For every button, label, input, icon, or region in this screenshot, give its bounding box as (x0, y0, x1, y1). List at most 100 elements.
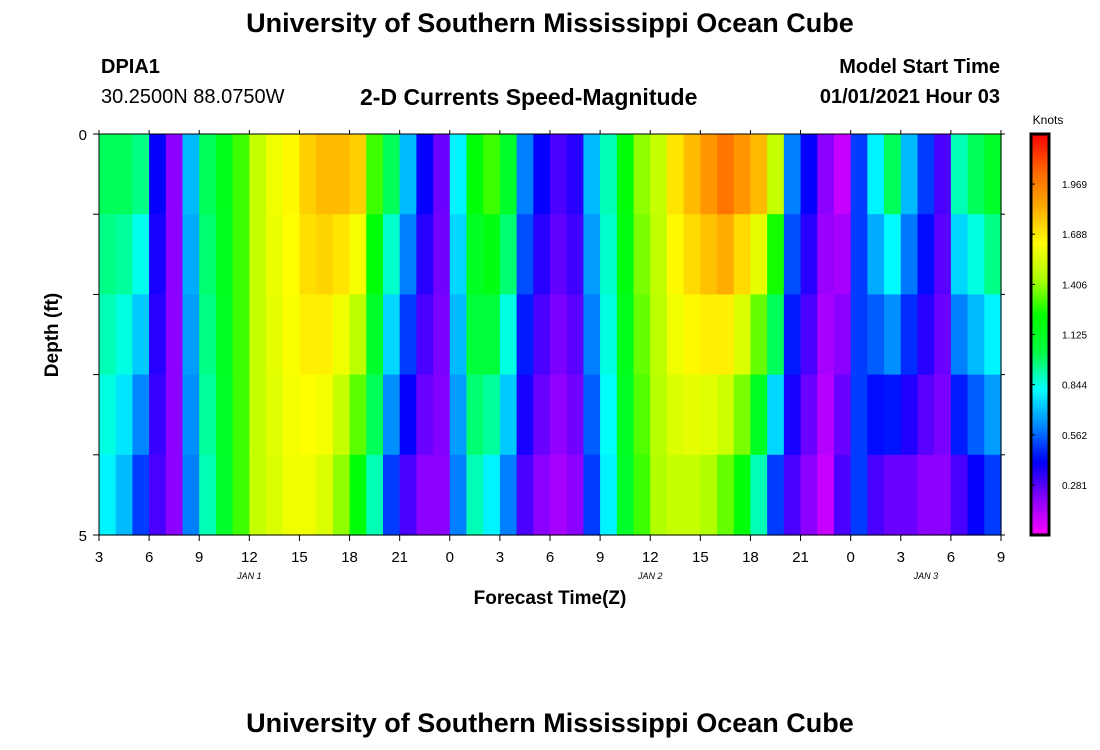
heatmap-cell (332, 374, 351, 456)
heatmap-cell (984, 374, 1002, 456)
y-tick-label: 5 (79, 528, 87, 545)
heatmap-cell (616, 294, 635, 376)
heatmap-cell (800, 294, 818, 376)
colorbar-tick-label: 0.562 (1062, 431, 1087, 442)
page-title: University of Southern Mississippi Ocean… (246, 8, 854, 38)
date-label: JAN 2 (637, 571, 663, 581)
heatmap-cell (583, 294, 601, 376)
heatmap-cell (199, 134, 217, 215)
heatmap-cell (984, 134, 1002, 215)
heatmap-cell (583, 454, 601, 536)
heatmap-cell (132, 374, 150, 456)
heatmap-cell (483, 134, 501, 215)
x-tick-label: 0 (846, 549, 854, 566)
heatmap-cell (700, 294, 718, 376)
heatmap-cell (666, 454, 685, 536)
heatmap-cell (299, 294, 317, 376)
heatmap-cell (332, 294, 351, 376)
heatmap-cell (349, 294, 367, 376)
heatmap-cell (833, 374, 852, 456)
heatmap-cell (282, 374, 301, 456)
heatmap-cell (783, 214, 802, 295)
heatmap-cell (950, 214, 969, 295)
heatmap-cell (934, 214, 952, 295)
heatmap-cell (884, 294, 902, 376)
heatmap-cell (449, 454, 468, 536)
heatmap-cell (600, 134, 618, 215)
x-tick-label: 21 (792, 549, 809, 566)
heatmap-cell (600, 214, 618, 295)
heatmap-cell (666, 214, 685, 295)
heatmap-cell (382, 374, 401, 456)
heatmap-cell (115, 134, 133, 215)
heatmap-cell (433, 134, 451, 215)
heatmap-cell (817, 454, 835, 536)
heatmap-cell (800, 454, 818, 536)
station-id: DPIA1 (101, 56, 160, 78)
heatmap-cell (299, 454, 317, 536)
heatmap-cell (783, 454, 802, 536)
heatmap-cell (884, 134, 902, 215)
heatmap-cell (149, 134, 167, 215)
heatmap-cell (767, 454, 785, 536)
heatmap-cell (249, 454, 267, 536)
heatmap-cell (650, 374, 668, 456)
heatmap-cell (633, 134, 651, 215)
heatmap-cell (984, 294, 1002, 376)
y-axis: 05 (79, 127, 1005, 545)
heatmap-cell (850, 374, 868, 456)
colorbar-label: Knots (1033, 113, 1064, 127)
heatmap-cell (616, 374, 635, 456)
heatmap-cell (382, 214, 401, 295)
heatmap-cell (616, 454, 635, 536)
heatmap-cell (299, 134, 317, 215)
heatmap-cell (199, 374, 217, 456)
x-tick-label: 12 (241, 549, 258, 566)
heatmap-cell (583, 134, 601, 215)
heatmap-cell (683, 294, 701, 376)
heatmap-cell (232, 294, 250, 376)
heatmap-cell (683, 214, 701, 295)
heatmap-cell (767, 294, 785, 376)
heatmap-cell (449, 294, 468, 376)
heatmap-cell (934, 374, 952, 456)
heatmap-cell (950, 134, 969, 215)
heatmap-cell (182, 374, 200, 456)
heatmap-cell (633, 454, 651, 536)
heatmap-cell (666, 134, 685, 215)
heatmap-cell (917, 214, 935, 295)
heatmap-cell (266, 214, 284, 295)
heatmap-cell (499, 134, 518, 215)
heatmap-cell (533, 134, 551, 215)
heatmap-cell (683, 454, 701, 536)
heatmap-cell (466, 374, 484, 456)
heatmap-cell (332, 454, 351, 536)
y-axis-label: Depth (ft) (42, 293, 63, 377)
heatmap-cell (733, 134, 752, 215)
heatmap-cell (800, 374, 818, 456)
heatmap-cell (984, 214, 1002, 295)
heatmap-cell (833, 134, 852, 215)
heatmap-cell (433, 374, 451, 456)
heatmap-cell (416, 454, 434, 536)
heatmap-cell (934, 454, 952, 536)
heatmap-cell (366, 454, 384, 536)
heatmap-cell (249, 294, 267, 376)
heatmap-cell (416, 214, 434, 295)
heatmap-cell (950, 294, 969, 376)
heatmap-cell (316, 294, 334, 376)
x-tick-label: 12 (642, 549, 659, 566)
x-tick-label: 18 (341, 549, 358, 566)
colorbar: Knots 0.281 0.562 0.844 1.125 1.406 1.688 1.96… (1029, 113, 1087, 537)
heatmap-cell (900, 214, 919, 295)
y-tick-label: 0 (79, 127, 87, 144)
heatmap-cell (232, 134, 250, 215)
x-tick-label: 15 (291, 549, 308, 566)
heatmap-cell (399, 374, 417, 456)
heatmap-cell (483, 454, 501, 536)
x-axis-label: Forecast Time(Z) (474, 588, 627, 609)
heatmap-cell (382, 454, 401, 536)
heatmap-cell (767, 374, 785, 456)
heatmap-cell (165, 134, 184, 215)
heatmap-cell (566, 294, 584, 376)
